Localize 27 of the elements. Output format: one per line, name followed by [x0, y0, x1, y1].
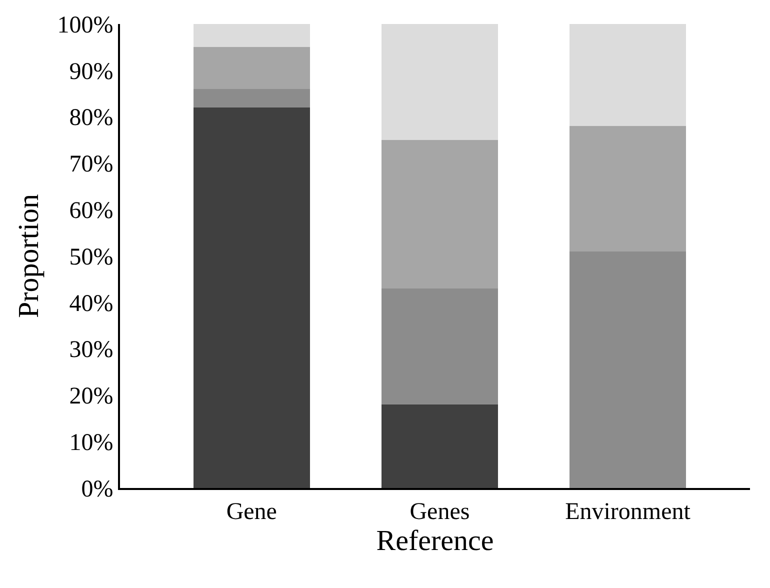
y-tick-label: 80%: [69, 105, 114, 132]
y-tick-label: 50%: [69, 244, 114, 270]
y-tick-label: 40%: [69, 290, 114, 317]
y-tick-label: 100%: [57, 12, 114, 38]
bar: [193, 24, 310, 48]
y-tick-label: 0%: [81, 476, 114, 502]
y-tick-label: 30%: [69, 337, 114, 364]
bar: [193, 108, 310, 488]
y-tick-label: 90%: [69, 58, 114, 85]
y-tick-label: 20%: [69, 384, 114, 410]
bar: [381, 140, 498, 288]
bar: [381, 404, 498, 488]
x-axis-title: Reference: [376, 524, 494, 557]
bar: [193, 47, 310, 89]
bar: [569, 251, 686, 488]
x-tick-label: Gene: [226, 498, 277, 525]
bar: [569, 24, 686, 126]
bar: [569, 126, 686, 252]
y-tick-label: 10%: [69, 430, 114, 456]
y-tick-label: 60%: [69, 198, 114, 224]
bar: [381, 24, 498, 140]
bar: [381, 288, 498, 404]
y-tick-label: 70%: [69, 152, 114, 178]
x-tick-label: Genes: [410, 498, 470, 525]
x-tick-label: Environment: [565, 498, 691, 525]
y-axis-title: Proportion: [13, 193, 46, 318]
bar: [193, 88, 310, 108]
